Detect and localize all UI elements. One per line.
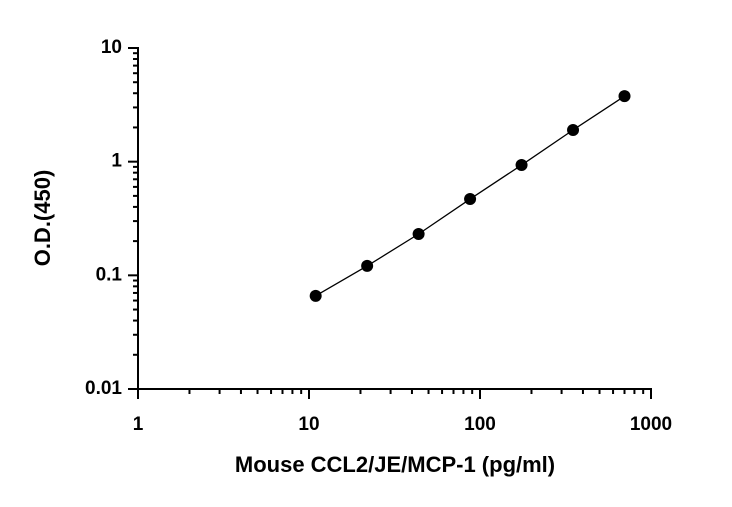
x-tick-label: 1000 xyxy=(630,414,672,435)
data-point xyxy=(412,228,425,241)
x-axis-title: Mouse CCL2/JE/MCP-1 (pg/ml) xyxy=(235,452,555,477)
data-point xyxy=(464,193,477,206)
data-point xyxy=(309,289,322,302)
y-tick-label: 0.01 xyxy=(85,378,122,399)
data-point xyxy=(361,259,374,272)
data-point xyxy=(567,123,580,136)
y-tick-label: 10 xyxy=(101,37,122,58)
data-point xyxy=(618,90,631,103)
x-tick-label: 1 xyxy=(133,414,144,435)
x-tick-label: 10 xyxy=(298,414,319,435)
x-tick-label: 100 xyxy=(464,414,496,435)
y-axis-title: O.D.(450) xyxy=(30,170,55,267)
y-tick-label: 0.1 xyxy=(96,264,123,285)
data-point xyxy=(515,159,528,172)
y-tick-label: 1 xyxy=(111,151,122,172)
